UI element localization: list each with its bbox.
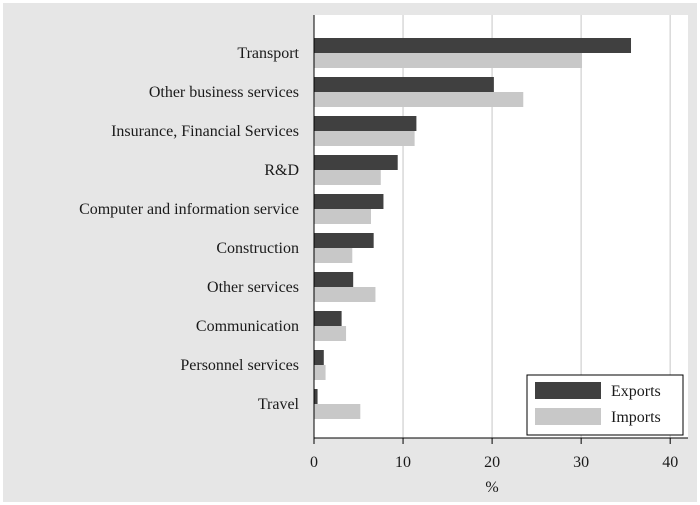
legend-label-imports: Imports	[611, 409, 661, 426]
bar-exports-5	[314, 233, 374, 248]
x-tick-label-10: 10	[395, 454, 411, 471]
bar-exports-7	[314, 311, 342, 326]
category-label-8: Personnel services	[180, 357, 299, 374]
category-label-2: Insurance, Financial Services	[111, 123, 299, 140]
x-tick-label-20: 20	[484, 454, 500, 471]
chart-frame: Transport Other business services Insuranc…	[3, 3, 697, 502]
category-label-3: R&D	[264, 162, 299, 179]
bars	[314, 38, 632, 419]
bar-exports-2	[314, 116, 417, 131]
legend-label-exports: Exports	[611, 383, 661, 400]
bar-exports-6	[314, 272, 354, 287]
x-tick-label-30: 30	[573, 454, 589, 471]
bar-imports-6	[314, 287, 376, 302]
category-label-6: Other services	[207, 279, 299, 296]
x-axis-ticks: 0 10 20 30 40	[310, 438, 678, 471]
bar-imports-7	[314, 326, 347, 341]
bar-exports-8	[314, 350, 324, 365]
bar-imports-8	[314, 365, 326, 380]
bar-exports-3	[314, 155, 398, 170]
category-label-9: Travel	[258, 396, 300, 413]
x-tick-label-0: 0	[310, 454, 318, 471]
category-label-5: Construction	[216, 240, 299, 257]
bar-exports-9	[314, 389, 318, 404]
bar-imports-0	[314, 53, 583, 68]
legend-swatch-imports	[535, 408, 601, 425]
category-labels: Transport Other business services Insuranc…	[79, 45, 299, 413]
bar-exports-1	[314, 77, 494, 92]
bar-imports-3	[314, 170, 381, 185]
x-tick-label-40: 40	[662, 454, 678, 471]
bar-imports-4	[314, 209, 371, 224]
bar-imports-2	[314, 131, 415, 146]
bar-imports-5	[314, 248, 353, 263]
category-label-4: Computer and information service	[79, 201, 299, 218]
legend-swatch-exports	[535, 382, 601, 399]
bar-chart: Transport Other business services Insuranc…	[79, 15, 688, 496]
bar-exports-0	[314, 38, 632, 53]
bar-exports-4	[314, 194, 384, 209]
bar-imports-9	[314, 404, 361, 419]
category-label-7: Communication	[196, 318, 299, 335]
category-label-1: Other business services	[149, 84, 299, 101]
legend: Exports Imports	[526, 374, 684, 436]
x-axis-title: %	[485, 479, 498, 496]
bar-imports-1	[314, 92, 524, 107]
category-label-0: Transport	[237, 45, 299, 62]
